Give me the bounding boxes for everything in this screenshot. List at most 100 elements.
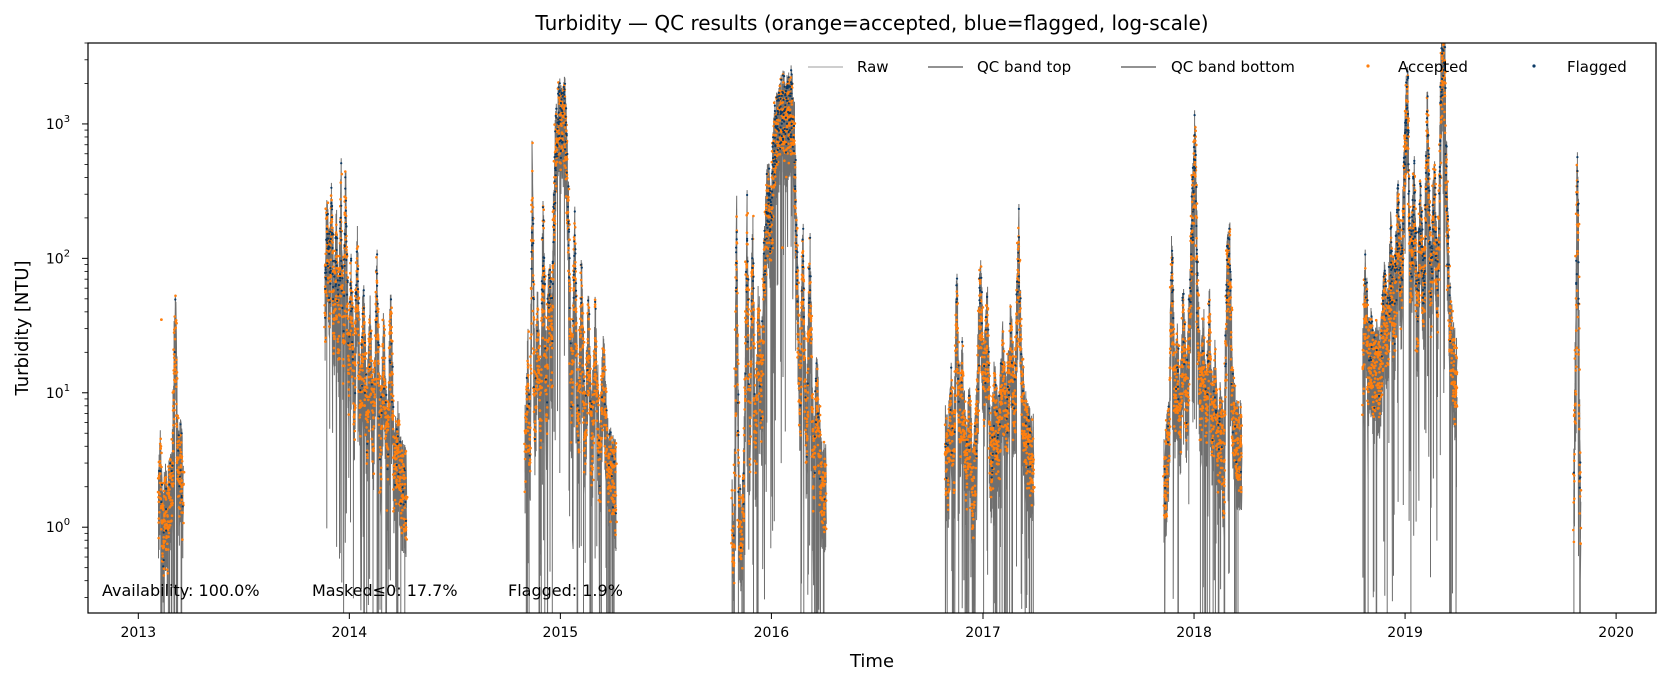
accepted-point [772, 120, 776, 124]
accepted-point [336, 337, 340, 341]
accepted-point [550, 337, 554, 341]
accepted-point [543, 344, 547, 348]
accepted-point [797, 363, 801, 367]
accepted-point [800, 326, 803, 330]
accepted-point [1378, 370, 1381, 374]
accepted-point [798, 430, 802, 434]
accepted-point [1212, 400, 1216, 404]
accepted-point [613, 464, 617, 468]
accepted-point [993, 378, 997, 382]
accepted-point [762, 340, 766, 344]
accepted-point [538, 378, 541, 382]
accepted-point [551, 328, 554, 332]
accepted-point [606, 487, 610, 490]
accepted-point [1164, 456, 1168, 460]
accepted-point [523, 457, 527, 461]
accepted-point [731, 536, 735, 540]
accepted-point [351, 324, 355, 328]
accepted-point [166, 572, 170, 575]
accepted-point [758, 333, 761, 336]
accepted-point [566, 210, 570, 214]
accepted-point [1187, 383, 1191, 386]
accepted-point [378, 398, 382, 401]
accepted-point [402, 465, 406, 468]
accepted-point [531, 274, 535, 277]
accepted-point [752, 397, 756, 400]
accepted-point [352, 369, 356, 373]
accepted-point [757, 372, 761, 376]
accepted-point [1166, 491, 1170, 495]
accepted-point [1377, 389, 1381, 393]
accepted-point [348, 308, 351, 312]
accepted-point [554, 175, 557, 179]
accepted-point [997, 440, 1000, 443]
accepted-point [367, 410, 371, 414]
accepted-point [964, 424, 968, 428]
accepted-point [332, 331, 336, 335]
accepted-point [757, 392, 761, 395]
accepted-point [171, 474, 175, 478]
accepted-point [390, 306, 393, 310]
accepted-point [382, 364, 386, 368]
accepted-point [1238, 427, 1241, 430]
accepted-point [774, 175, 777, 178]
accepted-point [1167, 407, 1170, 411]
accepted-point [330, 235, 333, 238]
accepted-point [371, 460, 374, 463]
accepted-point [347, 394, 351, 397]
accepted-point [1193, 139, 1196, 142]
accepted-point [342, 335, 345, 338]
accepted-point [991, 426, 995, 430]
accepted-point [389, 374, 392, 377]
accepted-point [369, 356, 372, 359]
accepted-point [744, 260, 747, 264]
accepted-point [955, 290, 959, 293]
accepted-point [390, 331, 393, 335]
accepted-point [760, 359, 763, 362]
accepted-point [570, 378, 573, 381]
accepted-point [1228, 233, 1232, 237]
accepted-point [577, 422, 581, 425]
accepted-point [1238, 458, 1241, 462]
accepted-point [593, 389, 597, 393]
accepted-point [1011, 350, 1014, 353]
accepted-point [177, 416, 180, 420]
accepted-point [1168, 417, 1172, 421]
accepted-point [578, 412, 581, 416]
accepted-point [1198, 353, 1202, 357]
accepted-point [802, 279, 806, 283]
accepted-point [324, 340, 327, 343]
accepted-point [369, 393, 372, 397]
accepted-point [591, 468, 594, 471]
accepted-point [974, 432, 978, 435]
accepted-point [797, 314, 801, 317]
accepted-point [353, 327, 357, 330]
accepted-point [532, 316, 536, 319]
accepted-point [1221, 475, 1224, 479]
accepted-point [987, 397, 991, 401]
accepted-point [981, 373, 984, 376]
accepted-point [984, 372, 988, 376]
accepted-point [363, 343, 367, 347]
accepted-point [175, 371, 179, 374]
accepted-point [745, 262, 748, 266]
accepted-point [824, 492, 828, 495]
accepted-point [357, 333, 361, 337]
accepted-point [333, 269, 336, 272]
accepted-point [1375, 395, 1378, 398]
accepted-point [732, 463, 736, 467]
accepted-point [332, 322, 335, 325]
accepted-point [177, 506, 181, 509]
accepted-point [1229, 285, 1233, 289]
accepted-point [340, 172, 344, 176]
accepted-point [950, 378, 953, 382]
accepted-point [754, 436, 757, 440]
accepted-point [539, 386, 542, 389]
accepted-point [567, 279, 571, 283]
accepted-point [742, 433, 746, 437]
accepted-point [771, 246, 775, 250]
accepted-point [332, 346, 336, 350]
accepted-point [744, 335, 747, 339]
accepted-point [792, 133, 796, 137]
accepted-point [542, 267, 545, 270]
